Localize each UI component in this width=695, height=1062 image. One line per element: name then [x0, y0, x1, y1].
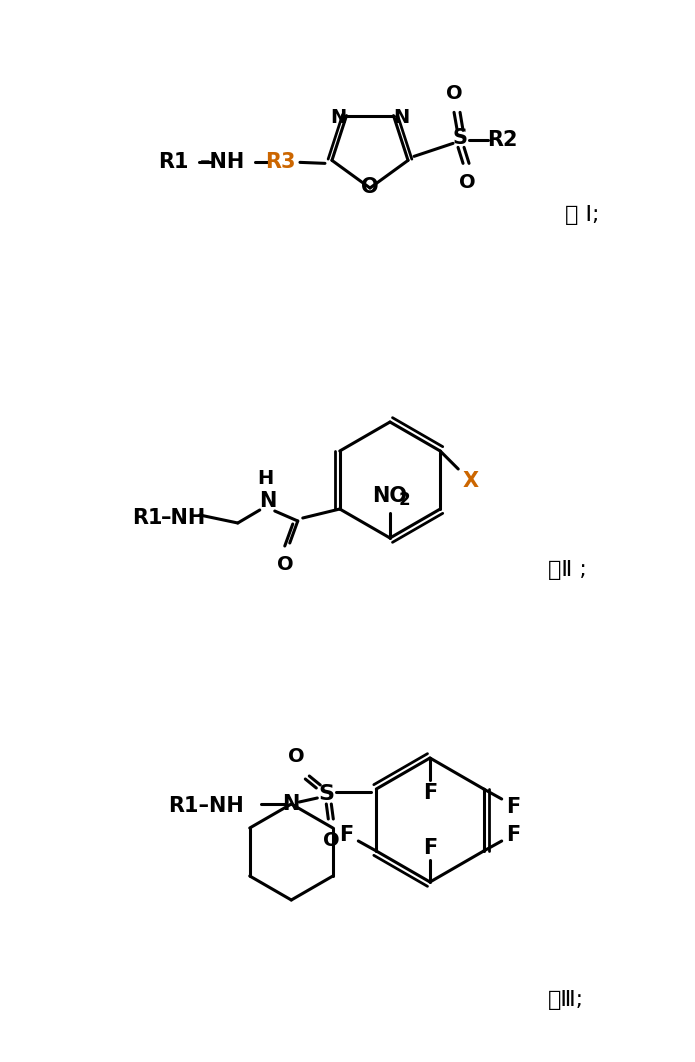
Text: NO: NO [373, 486, 407, 506]
Text: –NH: –NH [200, 152, 245, 172]
Text: O: O [459, 173, 475, 192]
Text: –NH: –NH [161, 508, 206, 528]
Text: R1–NH: R1–NH [168, 796, 244, 816]
Text: R1: R1 [158, 152, 188, 172]
Text: S: S [452, 129, 468, 149]
Text: F: F [507, 825, 521, 845]
Text: X: X [462, 472, 478, 491]
Text: O: O [361, 177, 379, 196]
Text: N: N [283, 794, 300, 813]
Text: O: O [277, 555, 294, 575]
Text: F: F [339, 825, 354, 845]
Text: O: O [323, 830, 340, 850]
Text: N: N [330, 108, 347, 127]
Text: 式Ⅱ ;: 式Ⅱ ; [548, 560, 587, 580]
Text: H: H [258, 469, 274, 489]
Text: N: N [393, 108, 409, 127]
Text: R3: R3 [265, 152, 295, 172]
Text: 式Ⅲ;: 式Ⅲ; [548, 990, 584, 1010]
Text: 式 I;: 式 I; [565, 205, 600, 225]
Text: F: F [507, 796, 521, 817]
Text: O: O [288, 748, 304, 767]
Text: R1: R1 [133, 508, 163, 528]
Text: R2: R2 [486, 131, 517, 151]
Text: F: F [423, 783, 437, 803]
Text: S: S [318, 784, 334, 804]
Text: N: N [259, 491, 277, 511]
Text: O: O [445, 84, 462, 103]
Text: F: F [423, 838, 437, 858]
Text: 2: 2 [398, 491, 410, 509]
